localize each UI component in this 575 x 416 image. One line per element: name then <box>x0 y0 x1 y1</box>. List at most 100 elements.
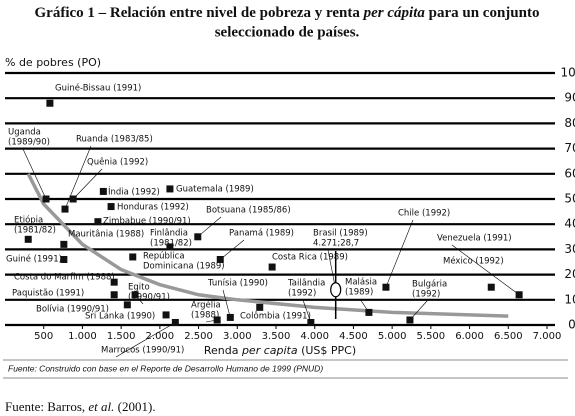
point-label: Argélia <box>191 300 221 311</box>
x-tick-label: 1.500 <box>107 331 136 342</box>
leader-line <box>22 148 47 200</box>
point <box>166 243 174 251</box>
y-tick-label: 70 <box>564 141 575 155</box>
point-label: República <box>143 252 185 262</box>
x-tick-label: 500 <box>34 331 53 342</box>
leader-line <box>302 299 312 323</box>
point-label: Mauritânia (1988) <box>68 230 144 240</box>
title: Gráfico 1 – Relación entre nivel de pobr… <box>35 5 540 21</box>
leader-line <box>385 219 414 288</box>
point-label: (1989) <box>345 288 373 298</box>
point <box>24 235 32 243</box>
y-axis-label: % de pobres (PO) <box>5 56 101 69</box>
point-label: Panamá (1989) <box>229 229 294 239</box>
y-tick-label: 0 <box>568 318 575 332</box>
footer-part: (2001). <box>114 399 155 414</box>
footer-part: Fuente: Barros, <box>5 399 88 414</box>
title-part: para un conjunto <box>425 5 540 21</box>
leader-line <box>220 239 245 260</box>
point-label: (1990/91) <box>128 293 170 303</box>
point <box>107 203 115 211</box>
x-tick-label: 2.000 <box>146 331 175 342</box>
x-tick-label: 6.000 <box>455 331 484 342</box>
point-label: (1992) <box>288 289 316 299</box>
leader-line <box>72 168 103 200</box>
point-label: (1981/82) <box>14 226 56 236</box>
y-tick-label: 60 <box>564 166 575 180</box>
point <box>60 255 68 263</box>
x-label-part: per capita <box>241 344 298 357</box>
point-label: Finlândia <box>150 229 188 239</box>
y-tick-label: 40 <box>564 217 575 231</box>
point <box>69 195 77 203</box>
point-label: Venezuela (1991) <box>437 234 512 244</box>
footer: Fuente: Barros, et al. (2001). <box>5 399 156 414</box>
point <box>256 303 264 311</box>
point <box>307 318 315 326</box>
point-label: Tunísia (1990) <box>207 279 268 289</box>
point-label: Costa do Marfim (1988) <box>14 273 115 283</box>
x-axis-label: Renda per capita (US$ PPC) <box>204 344 356 357</box>
point <box>110 278 118 286</box>
point-label: 4.271;28,7 <box>313 239 359 249</box>
point-label: (1988) <box>191 311 219 321</box>
point-label: Uganda <box>8 128 41 138</box>
point-label: Ruanda (1983/85) <box>76 135 153 145</box>
point <box>213 316 221 324</box>
point <box>46 99 54 107</box>
point <box>330 282 342 298</box>
y-tick-label: 80 <box>564 116 575 130</box>
point <box>110 291 118 299</box>
source: Fuente: Construido con base en el Report… <box>8 363 323 373</box>
x-tick-label: 1.000 <box>68 331 97 342</box>
x-label-part: (US$ PPC) <box>298 344 357 357</box>
point-label: Honduras (1992) <box>117 203 189 213</box>
point-label: Zimbabue (1990/91) <box>103 217 191 227</box>
leader-line <box>197 216 222 238</box>
x-tick-label: 3.000 <box>223 331 252 342</box>
trend-curve <box>26 173 509 318</box>
point-label: Tailândia <box>287 279 325 289</box>
x-tick-label: 4.000 <box>300 331 329 342</box>
x-tick-label: 4.500 <box>339 331 368 342</box>
point <box>42 195 50 203</box>
point <box>406 316 414 324</box>
point-label: Guiné (1991) <box>6 254 62 265</box>
point <box>162 311 170 319</box>
point-label: Bulgária <box>412 280 447 290</box>
point <box>60 240 68 248</box>
leader-line <box>222 289 231 318</box>
x-tick-label: 3.500 <box>262 331 291 342</box>
point-label: Guatemala (1989) <box>176 185 254 195</box>
point-label: Sri Lanka (1990) <box>85 312 155 322</box>
point-label: (1981/82) <box>150 239 192 249</box>
y-tick-label: 50 <box>564 192 575 206</box>
x-tick-label: 5.000 <box>378 331 407 342</box>
y-tick-label: 100 <box>561 66 575 80</box>
point <box>123 301 131 309</box>
point <box>61 205 69 213</box>
point <box>515 291 523 299</box>
title-part: per cápita <box>362 5 426 21</box>
point <box>268 263 276 271</box>
point <box>171 318 179 326</box>
point <box>129 253 137 261</box>
y-tick-label: 10 <box>564 292 575 306</box>
point-label: Etiópia <box>14 215 43 226</box>
point <box>487 283 495 291</box>
y-tick-label: 20 <box>564 267 575 281</box>
point <box>99 187 107 195</box>
point-label: Chile (1992) <box>398 209 450 219</box>
point <box>166 185 174 193</box>
point-label: Paquistão (1991) <box>12 289 84 299</box>
leader-line <box>451 244 520 296</box>
point-label: Dominicana (1989) <box>143 262 225 272</box>
x-tick-label: 2.500 <box>184 331 213 342</box>
point <box>94 218 102 226</box>
x-label-part: Renda <box>204 344 242 357</box>
point-label: Botsuana (1985/86) <box>206 206 291 216</box>
point <box>365 308 373 316</box>
point-label: Índia (1992) <box>108 186 160 198</box>
